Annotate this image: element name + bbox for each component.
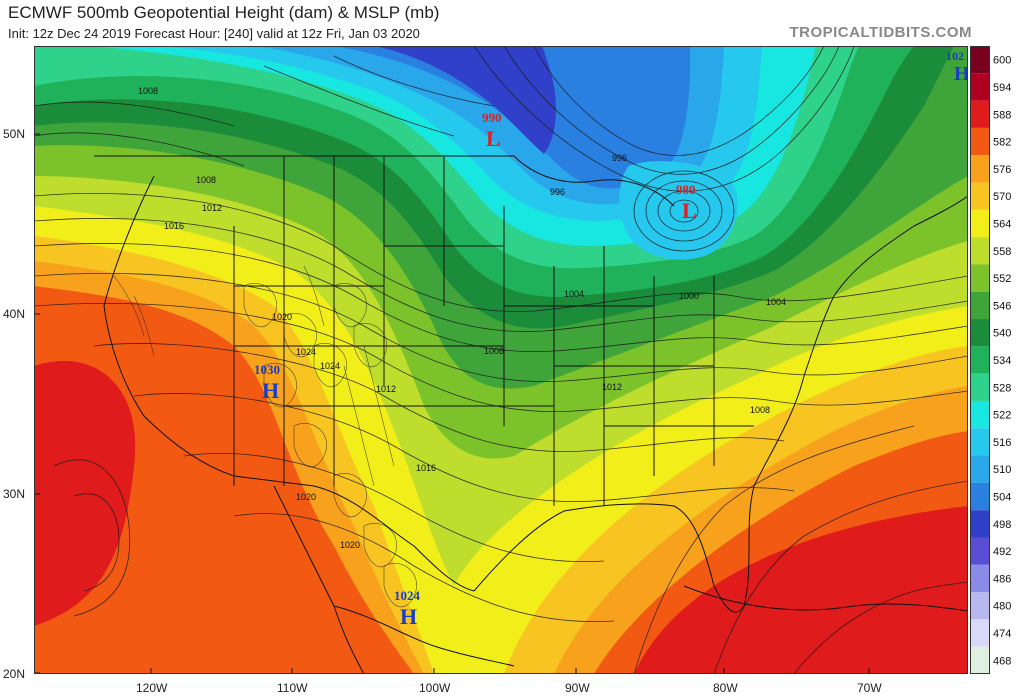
isobar-label: 996	[612, 153, 627, 163]
colorbar-label: 504	[993, 492, 1011, 504]
isobar-label: 1008	[138, 86, 158, 96]
high-pressure-symbol: H	[954, 63, 968, 85]
colorbar-swatch	[970, 237, 990, 265]
forecast-subtitle: Init: 12z Dec 24 2019 Forecast Hour: [24…	[8, 26, 420, 41]
isobar-label: 1008	[750, 405, 770, 415]
isobar-label: 996	[550, 187, 565, 197]
colorbar-swatch	[970, 400, 990, 429]
isobar-label: 1004	[766, 297, 786, 307]
colorbar-swatch	[970, 182, 990, 210]
weather-map: 1008 1008 1012 1016 1020 1024 1024 1012 …	[34, 46, 968, 674]
isobar-label: 1020	[296, 492, 316, 502]
colorbar-label: 594	[993, 82, 1011, 94]
isobar-label: 1012	[602, 382, 622, 392]
high-pressure-value: 1024	[394, 588, 421, 603]
lon-label-80w: 80W	[713, 681, 738, 695]
lat-label-40n: 40N	[3, 307, 26, 321]
colorbar-swatch	[970, 155, 990, 183]
colorbar-swatch	[970, 455, 990, 483]
colorbar-label: 552	[993, 273, 1011, 285]
brand-label: TROPICALTIDBITS.COM	[789, 24, 972, 41]
colorbar-label: 600	[993, 55, 1011, 67]
lon-label-120w: 120W	[136, 681, 168, 695]
colorbar-label: 564	[993, 218, 1011, 230]
colorbar-swatch	[970, 646, 990, 674]
band-504	[374, 46, 556, 154]
isobar-label: 1008	[196, 175, 216, 185]
colorbar-swatch	[970, 319, 990, 347]
political-borders	[94, 155, 968, 674]
colorbar-swatch	[970, 209, 990, 238]
low-center-ring	[619, 161, 738, 260]
colorbar-label: 582	[993, 137, 1011, 149]
colorbar-swatch	[970, 428, 990, 456]
isobar-label: 1016	[164, 221, 184, 231]
low-pressure-symbol: L	[486, 126, 501, 151]
pressure-centers: 990 L 980 L 1030 H 1024 H 102 H	[254, 49, 968, 629]
colorbar-swatch	[970, 510, 990, 538]
isobar-label: 1020	[340, 540, 360, 550]
colorbar-label: 546	[993, 300, 1011, 312]
isobar-label: 1012	[202, 203, 222, 213]
lon-label-90w: 90W	[565, 681, 590, 695]
isobar-label: 1024	[320, 361, 340, 371]
colorbar-swatch	[970, 592, 990, 620]
lat-label-50n: 50N	[3, 127, 26, 141]
colorbar-swatch	[970, 346, 990, 374]
colorbar-label: 528	[993, 382, 1011, 394]
lat-label-20n: 20N	[3, 667, 26, 681]
colorbar-label: 522	[993, 410, 1011, 422]
colorbar-label: 468	[993, 655, 1011, 667]
isobar-label: 1020	[272, 312, 292, 322]
colorbar-swatch	[970, 100, 990, 128]
isobar-label: 1024	[296, 347, 316, 357]
colorbar-label: 570	[993, 191, 1011, 203]
isobar-label: 1004	[564, 289, 584, 299]
lon-label-110w: 110W	[277, 681, 308, 695]
high-pressure-value: 102	[946, 49, 964, 63]
isobar-label: 1000	[679, 291, 699, 301]
lon-label-70w: 70W	[857, 681, 882, 695]
colorbar-label: 498	[993, 519, 1011, 531]
page-title: ECMWF 500mb Geopotential Height (dam) & …	[8, 3, 440, 22]
isobar-label: 1008	[484, 346, 504, 356]
colorbar-swatch	[970, 373, 990, 401]
colorbar-swatch	[970, 291, 990, 320]
colorbar-label: 516	[993, 437, 1011, 449]
terrain-contours	[113, 265, 417, 608]
low-pressure-value: 980	[676, 182, 696, 197]
high-pressure-value: 1030	[254, 362, 280, 377]
colorbar-label: 576	[993, 164, 1011, 176]
colorbar-label: 588	[993, 109, 1011, 121]
colorbar-label: 492	[993, 546, 1011, 558]
colorbar-label: 510	[993, 464, 1011, 476]
colorbar-label: 486	[993, 573, 1011, 585]
low-pressure-symbol: L	[682, 198, 697, 223]
isobar-label: 1016	[416, 463, 436, 473]
colorbar-swatch	[970, 482, 990, 511]
colorbar-swatch	[970, 564, 990, 593]
colorbar-swatch	[970, 264, 990, 292]
high-pressure-symbol: H	[400, 604, 417, 629]
lat-label-30n: 30N	[3, 487, 26, 501]
colorbar: 600 594 588 582 576 570 564 558 552 546 540 534 528 5…	[970, 46, 1011, 674]
band-594-east	[634, 506, 968, 674]
low-pressure-value: 990	[482, 110, 502, 125]
colorbar-label: 474	[993, 628, 1011, 640]
isobar-labels: 1008 1008 1012 1016 1020 1024 1024 1012 …	[138, 86, 786, 550]
isobar-label: 1012	[376, 384, 396, 394]
colorbar-label: 558	[993, 246, 1011, 258]
lon-label-100w: 100W	[419, 681, 451, 695]
colorbar-swatch	[970, 46, 990, 74]
colorbar-swatch	[970, 619, 990, 647]
colorbar-swatch	[970, 127, 990, 156]
colorbar-swatch	[970, 537, 990, 565]
colorbar-label: 480	[993, 601, 1011, 613]
colorbar-label: 534	[993, 355, 1011, 367]
colorbar-label: 540	[993, 328, 1011, 340]
high-pressure-symbol: H	[262, 378, 279, 403]
isobars	[34, 46, 968, 674]
colorbar-swatch	[970, 73, 990, 101]
